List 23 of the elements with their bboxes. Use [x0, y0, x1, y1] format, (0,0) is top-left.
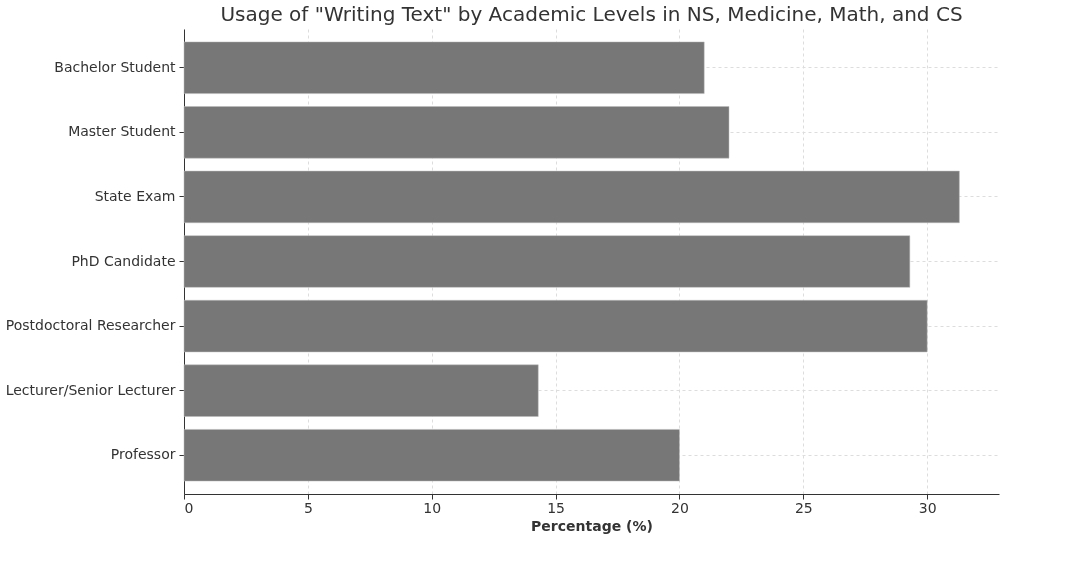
y-tick-label: Lecturer/Senior Lecturer [5, 381, 176, 398]
bar [183, 106, 730, 159]
bar [183, 170, 960, 223]
bar [183, 429, 680, 482]
chart-title: Usage of "Writing Text" by Academic Levels in NS, Medicine, Math, and CS [220, 2, 963, 26]
y-tick-label: Postdoctoral Researcher [5, 317, 176, 334]
x-tick-label: 5 [303, 499, 313, 516]
x-tick-label: 10 [423, 499, 442, 516]
bar [183, 300, 928, 353]
bar [183, 364, 539, 417]
bar [183, 235, 911, 288]
x-tick-label: 25 [794, 499, 813, 516]
y-tick-label: PhD Candidate [71, 252, 176, 269]
y-tick-label: Bachelor Student [54, 58, 177, 75]
x-tick-label: 30 [918, 499, 937, 516]
y-tick-label: Professor [110, 446, 176, 463]
x-tick-label: 15 [547, 499, 565, 516]
x-tick-label: 0 [184, 499, 194, 516]
bar [183, 41, 705, 94]
x-tick-label: 20 [671, 499, 689, 516]
y-tick-label: State Exam [94, 187, 176, 204]
x-axis-title: Percentage (%) [531, 517, 653, 534]
y-tick-label: Master Student [68, 123, 177, 140]
